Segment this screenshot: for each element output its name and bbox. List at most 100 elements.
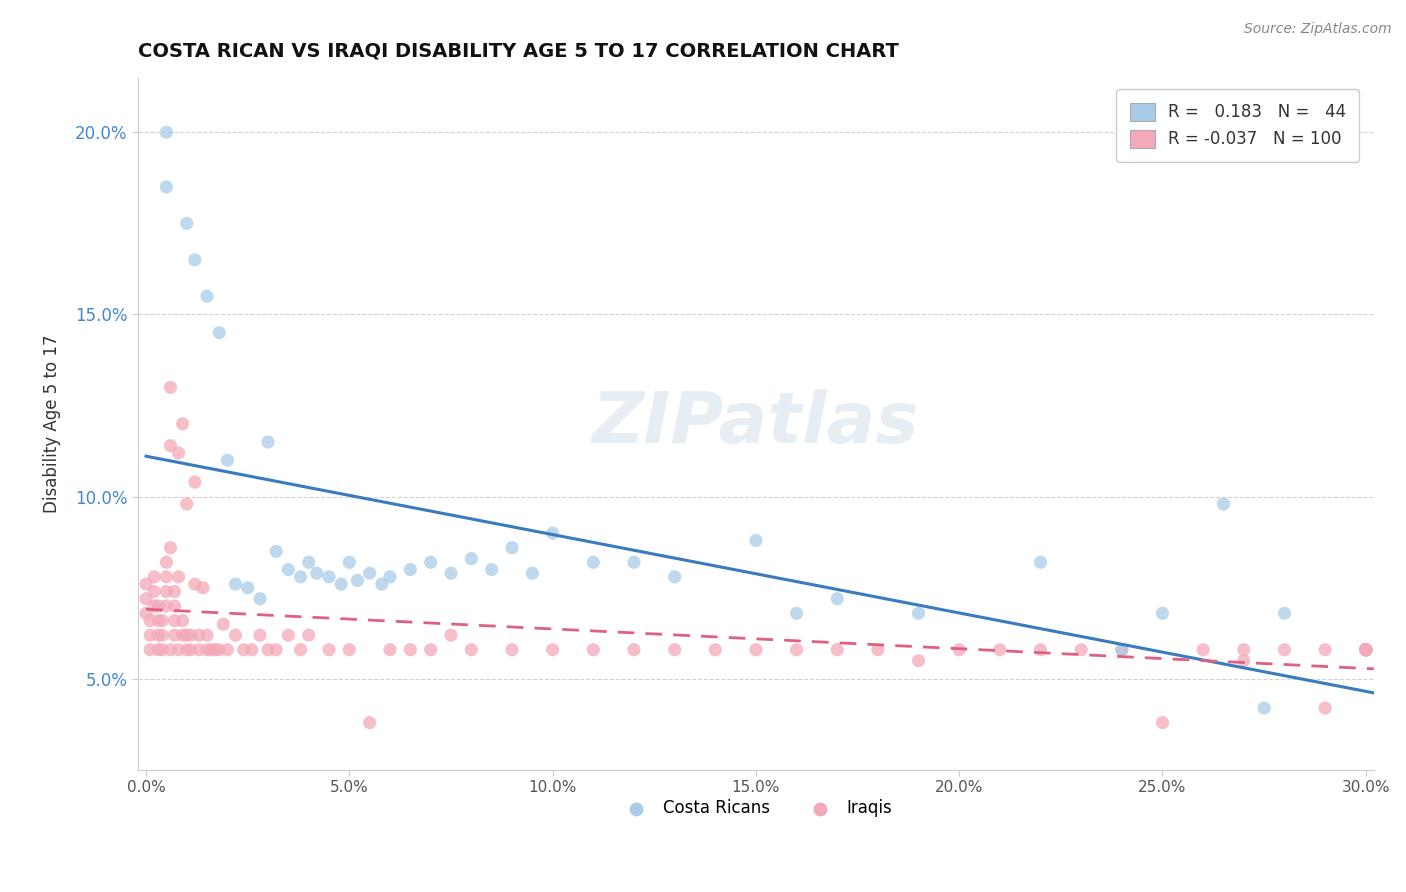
Point [745, 533, 768, 548]
Text: COSTA RICAN VS IRAQI DISABILITY AGE 5 TO 17 CORRELATION CHART: COSTA RICAN VS IRAQI DISABILITY AGE 5 TO… [138, 42, 898, 61]
Point [195, 642, 218, 657]
Point [139, 642, 162, 657]
Point [155, 570, 177, 584]
Point [825, 591, 848, 606]
Point [184, 577, 207, 591]
Point [176, 628, 198, 642]
Point [948, 642, 970, 657]
Point [318, 570, 340, 584]
Point [167, 642, 190, 657]
Point [440, 628, 463, 642]
Point [264, 544, 287, 558]
Point [163, 584, 186, 599]
Point [195, 289, 218, 303]
Point [191, 581, 214, 595]
Point [1152, 715, 1174, 730]
Point [172, 628, 194, 642]
Point [786, 607, 808, 621]
Point [143, 584, 166, 599]
Point [359, 566, 381, 581]
Point [155, 180, 177, 194]
Point [290, 570, 312, 584]
Point [582, 642, 605, 657]
Point [139, 628, 162, 642]
Point [1354, 642, 1376, 657]
Point [1111, 642, 1133, 657]
Point [217, 453, 239, 467]
Point [143, 599, 166, 613]
Point [155, 125, 177, 139]
Point [907, 607, 929, 621]
Point [167, 446, 190, 460]
Point [172, 614, 194, 628]
Point [378, 642, 401, 657]
Point [582, 555, 605, 569]
Point [305, 566, 328, 581]
Point [1354, 642, 1376, 657]
Point [208, 326, 231, 340]
Point [184, 475, 207, 489]
Point [1212, 497, 1234, 511]
Point [224, 577, 246, 591]
Point [200, 642, 222, 657]
Point [135, 591, 157, 606]
Y-axis label: Disability Age 5 to 17: Disability Age 5 to 17 [44, 334, 60, 513]
Point [298, 555, 321, 569]
Point [290, 642, 312, 657]
Point [176, 642, 198, 657]
Point [481, 563, 503, 577]
Point [249, 591, 271, 606]
Point [866, 642, 889, 657]
Point [143, 570, 166, 584]
Point [399, 642, 422, 657]
Point [257, 435, 280, 450]
Point [172, 417, 194, 431]
Point [1313, 701, 1336, 715]
Point [236, 581, 259, 595]
Point [337, 555, 360, 569]
Point [541, 642, 564, 657]
Point [155, 555, 177, 569]
Point [786, 642, 808, 657]
Point [159, 380, 181, 394]
Point [163, 599, 186, 613]
Point [907, 654, 929, 668]
Point [1354, 642, 1376, 657]
Point [212, 617, 235, 632]
Point [159, 439, 181, 453]
Point [1313, 642, 1336, 657]
Point [176, 216, 198, 230]
Point [155, 599, 177, 613]
Point [187, 642, 209, 657]
Point [187, 628, 209, 642]
Point [419, 642, 441, 657]
Point [163, 614, 186, 628]
Point [264, 642, 287, 657]
Point [440, 566, 463, 581]
Point [346, 574, 368, 588]
Point [277, 628, 299, 642]
Point [150, 628, 173, 642]
Point [180, 642, 202, 657]
Point [1233, 642, 1256, 657]
Point [184, 252, 207, 267]
Point [150, 642, 173, 657]
Point [460, 551, 482, 566]
Point [257, 642, 280, 657]
Point [1253, 701, 1275, 715]
Point [148, 599, 170, 613]
Point [180, 628, 202, 642]
Point [541, 526, 564, 541]
Point [249, 628, 271, 642]
Point [825, 642, 848, 657]
Point [501, 642, 523, 657]
Point [208, 642, 231, 657]
Point [1029, 555, 1052, 569]
Point [359, 715, 381, 730]
Point [522, 566, 544, 581]
Point [148, 642, 170, 657]
Point [623, 555, 645, 569]
Point [159, 642, 181, 657]
Point [371, 577, 394, 591]
Point [277, 563, 299, 577]
